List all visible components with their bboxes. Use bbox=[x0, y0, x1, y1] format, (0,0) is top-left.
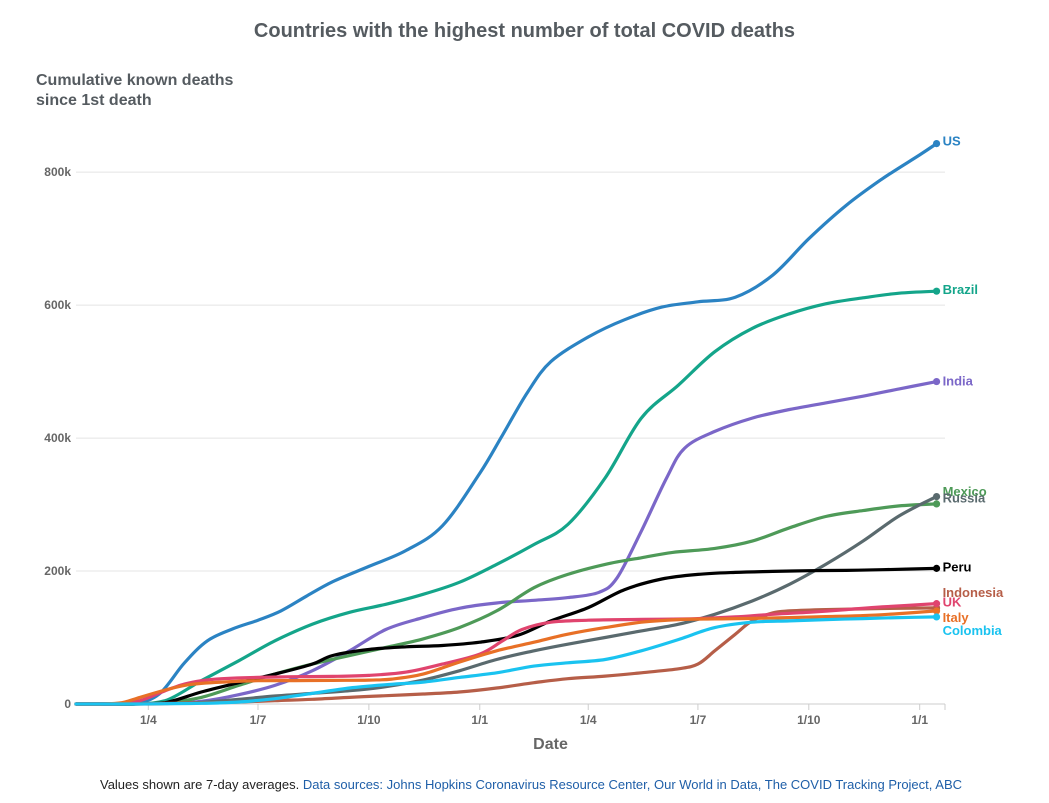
series-line-mexico bbox=[74, 502, 939, 706]
series-end-point-uk bbox=[932, 600, 941, 608]
x-tick-label: 1/1 bbox=[471, 713, 488, 727]
series-label-colombia: Colombia bbox=[943, 623, 1003, 638]
series-end-point-india bbox=[932, 377, 941, 386]
series-end-point-russia bbox=[932, 492, 941, 501]
x-tick-label: 1/7 bbox=[690, 713, 707, 727]
series-end-point-colombia bbox=[932, 613, 941, 621]
series-label-mexico: Mexico bbox=[943, 484, 987, 499]
chart-title: Countries with the highest number of tot… bbox=[253, 20, 796, 42]
x-axis-label: Date bbox=[533, 736, 568, 753]
series-label-brazil: Brazil bbox=[943, 282, 978, 297]
series-label-russia: Russia bbox=[943, 491, 986, 506]
x-tick-label: 1/10 bbox=[797, 713, 821, 727]
x-tick-label: 1/4 bbox=[580, 713, 597, 727]
series-line-russia bbox=[74, 495, 939, 706]
series-line-brazil bbox=[74, 289, 939, 706]
series-label-italy: Italy bbox=[943, 610, 970, 625]
series-label-uk: UK bbox=[943, 595, 962, 610]
series-label-us: US bbox=[943, 134, 961, 149]
x-tick-label: 1/10 bbox=[357, 713, 381, 727]
series-label-peru: Peru bbox=[943, 559, 972, 574]
x-tick-label: 1/7 bbox=[250, 713, 267, 727]
series-line-india bbox=[74, 380, 939, 706]
footer-note: Values shown are 7-day averages. bbox=[99, 777, 300, 792]
y-tick-label: 800k bbox=[44, 165, 71, 179]
y-tick-label: 200k bbox=[44, 564, 71, 578]
series-label-indonesia: Indonesia bbox=[943, 585, 1004, 600]
x-tick-label: 1/1 bbox=[911, 713, 928, 727]
series-end-point-brazil bbox=[932, 287, 941, 295]
series-line-colombia bbox=[74, 615, 939, 706]
y-axis-label-line-2: since 1st death bbox=[36, 92, 152, 109]
series-line-us bbox=[74, 142, 939, 706]
series-end-point-mexico bbox=[932, 500, 941, 508]
x-tick-label: 1/4 bbox=[140, 713, 157, 727]
chart-footer: Values shown are 7-day averages. Data so… bbox=[0, 777, 1049, 792]
series-end-point-us bbox=[932, 139, 941, 148]
series-end-point-italy bbox=[932, 607, 941, 615]
y-tick-label: 600k bbox=[44, 298, 71, 312]
y-tick-label: 400k bbox=[44, 431, 71, 445]
footer-sources-link[interactable]: Data sources: Johns Hopkins Coronavirus … bbox=[302, 777, 963, 792]
y-axis-label-line-1: Cumulative known deaths bbox=[36, 72, 234, 89]
y-tick-label: 0 bbox=[64, 697, 71, 711]
series-end-point-peru bbox=[932, 564, 941, 572]
series-line-peru bbox=[74, 566, 939, 706]
series-lines bbox=[74, 139, 941, 706]
series-label-india: India bbox=[943, 374, 974, 389]
axes: 0 200k 400k 600k 800k 1/4 1/7 1/10 1/1 1/4 1/7 1/10… bbox=[44, 165, 946, 753]
series-line-italy bbox=[74, 609, 939, 706]
